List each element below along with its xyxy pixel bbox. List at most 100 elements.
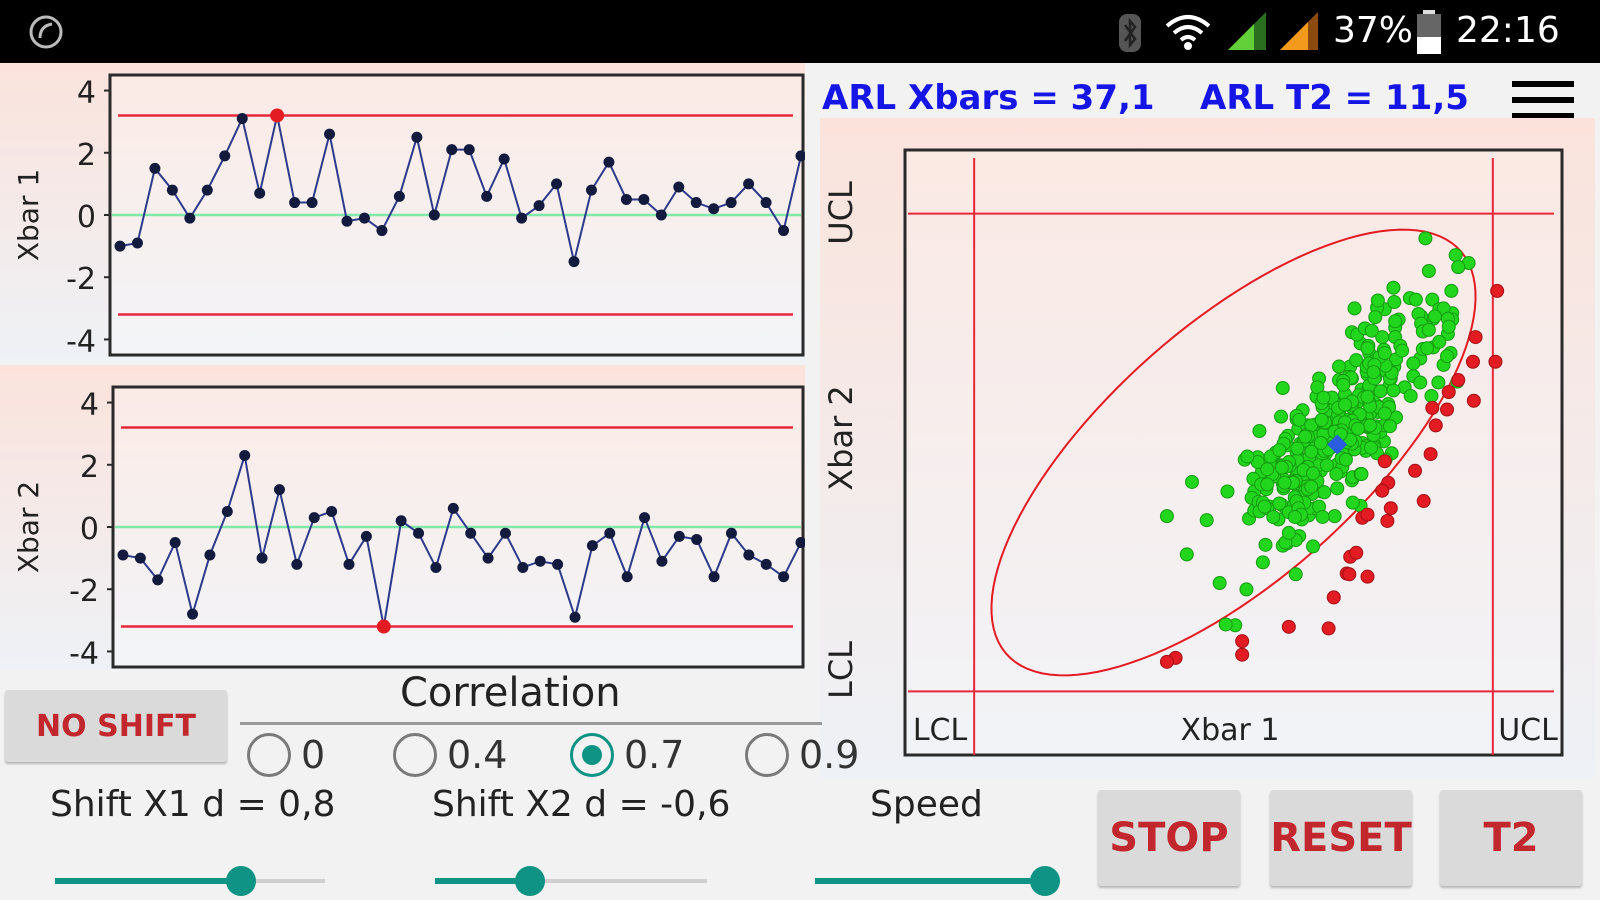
out-of-control-point: [1321, 621, 1336, 636]
correlation-option-0-4[interactable]: 0.4: [393, 730, 507, 780]
in-control-point: [1364, 323, 1379, 338]
in-control-point: [1366, 365, 1381, 380]
data-point: [621, 571, 633, 583]
data-point: [204, 549, 216, 561]
data-point: [552, 558, 564, 570]
data-point: [585, 184, 597, 196]
data-point: [360, 530, 372, 542]
correlation-option-0[interactable]: 0: [247, 730, 325, 780]
in-control-point: [1363, 418, 1378, 433]
in-control-point: [1272, 443, 1287, 458]
in-control-point: [1421, 264, 1436, 278]
data-point: [743, 178, 755, 190]
in-control-point: [1304, 479, 1319, 494]
in-control-point: [1354, 466, 1369, 481]
correlation-title: Correlation: [400, 670, 621, 716]
in-control-point: [1420, 341, 1435, 356]
in-control-point: [1313, 435, 1328, 450]
shift-x2-label: Shift X2 d = -0,6: [432, 784, 731, 825]
in-control-point: [1427, 309, 1442, 324]
radio-circle-icon: [570, 733, 614, 777]
speed-slider-thumb[interactable]: [1030, 866, 1061, 896]
data-point: [760, 558, 772, 570]
in-control-point: [1451, 260, 1466, 275]
plot-frame: [903, 148, 1564, 757]
in-control-point: [1336, 377, 1351, 392]
data-point: [639, 512, 651, 524]
menu-button[interactable]: [1508, 75, 1578, 125]
data-point: [656, 555, 668, 567]
in-control-point: [1212, 576, 1227, 591]
in-control-point: [1386, 383, 1401, 398]
in-control-point: [1310, 380, 1325, 395]
y-tick-label: 0: [77, 200, 96, 235]
data-point: [324, 128, 336, 140]
shift-x2-slider[interactable]: [435, 866, 707, 896]
in-control-point: [1239, 582, 1254, 597]
out-of-control-point: [1383, 501, 1398, 516]
no-shift-button[interactable]: NO SHIFT: [5, 690, 227, 762]
shift-x2-slider-thumb[interactable]: [515, 866, 546, 896]
data-point: [166, 184, 178, 196]
in-control-point: [1345, 495, 1360, 510]
data-point: [291, 558, 303, 570]
in-control-point: [1388, 314, 1403, 329]
speed-slider[interactable]: [815, 866, 1061, 896]
data-point: [411, 131, 423, 143]
data-point: [725, 527, 737, 539]
in-control-point: [1432, 334, 1447, 349]
in-control-point: [1424, 388, 1439, 403]
out-of-control-point: [1380, 513, 1395, 528]
data-point: [498, 153, 510, 165]
out-of-control-point: [1342, 567, 1357, 582]
in-control-point: [1260, 462, 1275, 477]
t2-scatter-chart: Xbar 1 LCL UCL Xbar 2 UCL LCL: [820, 118, 1595, 778]
data-point: [343, 558, 355, 570]
data-point: [465, 527, 477, 539]
data-point: [725, 197, 737, 209]
data-point: [604, 527, 616, 539]
in-control-point: [1199, 513, 1214, 528]
reset-button[interactable]: RESET: [1270, 790, 1412, 886]
data-point: [236, 113, 248, 125]
radio-circle-icon: [393, 733, 437, 777]
out-of-control-point: [1466, 393, 1481, 408]
stop-button[interactable]: STOP: [1098, 790, 1240, 886]
series-line: [119, 115, 802, 262]
correlation-option-0-7[interactable]: 0.7: [570, 730, 684, 780]
in-control-point: [1395, 343, 1410, 358]
out-of-control-point: [1326, 590, 1341, 605]
bluetooth-icon: [1119, 14, 1141, 52]
in-control-point: [1220, 484, 1235, 499]
in-control-point: [1306, 539, 1321, 554]
out-of-control-point: [1488, 354, 1503, 369]
out-of-control-point: [270, 108, 285, 123]
correlation-option-label: 0.4: [447, 733, 508, 777]
in-control-point: [1350, 421, 1365, 436]
correlation-option-label: 0: [301, 733, 326, 777]
data-point: [517, 561, 529, 573]
data-point: [673, 530, 685, 542]
out-of-control-point: [1235, 634, 1250, 649]
data-point: [117, 549, 129, 561]
in-control-point: [1413, 375, 1428, 390]
shift-x1-slider[interactable]: [55, 866, 325, 896]
in-control-point: [1185, 474, 1200, 489]
shift-x1-label: Shift X1 d = 0,8: [50, 784, 336, 825]
out-of-control-point: [1349, 545, 1364, 560]
y-tick-label: -4: [66, 324, 96, 359]
xbar1-control-chart: 4 2 0 -2 -4 Xbar 1: [0, 63, 805, 363]
in-control-point: [1275, 381, 1290, 396]
shift-x1-slider-thumb[interactable]: [226, 866, 257, 896]
t2-button[interactable]: T2: [1440, 790, 1582, 886]
data-point: [463, 144, 475, 156]
in-control-point: [1363, 440, 1378, 455]
y-tick-label: 0: [80, 512, 99, 547]
data-point: [221, 505, 233, 517]
data-point: [149, 162, 161, 174]
data-point: [134, 552, 146, 564]
data-point: [708, 571, 720, 583]
correlation-option-0-9[interactable]: 0.9: [745, 730, 859, 780]
t2-ellipse: [990, 228, 1477, 677]
in-control-point: [1347, 301, 1362, 316]
